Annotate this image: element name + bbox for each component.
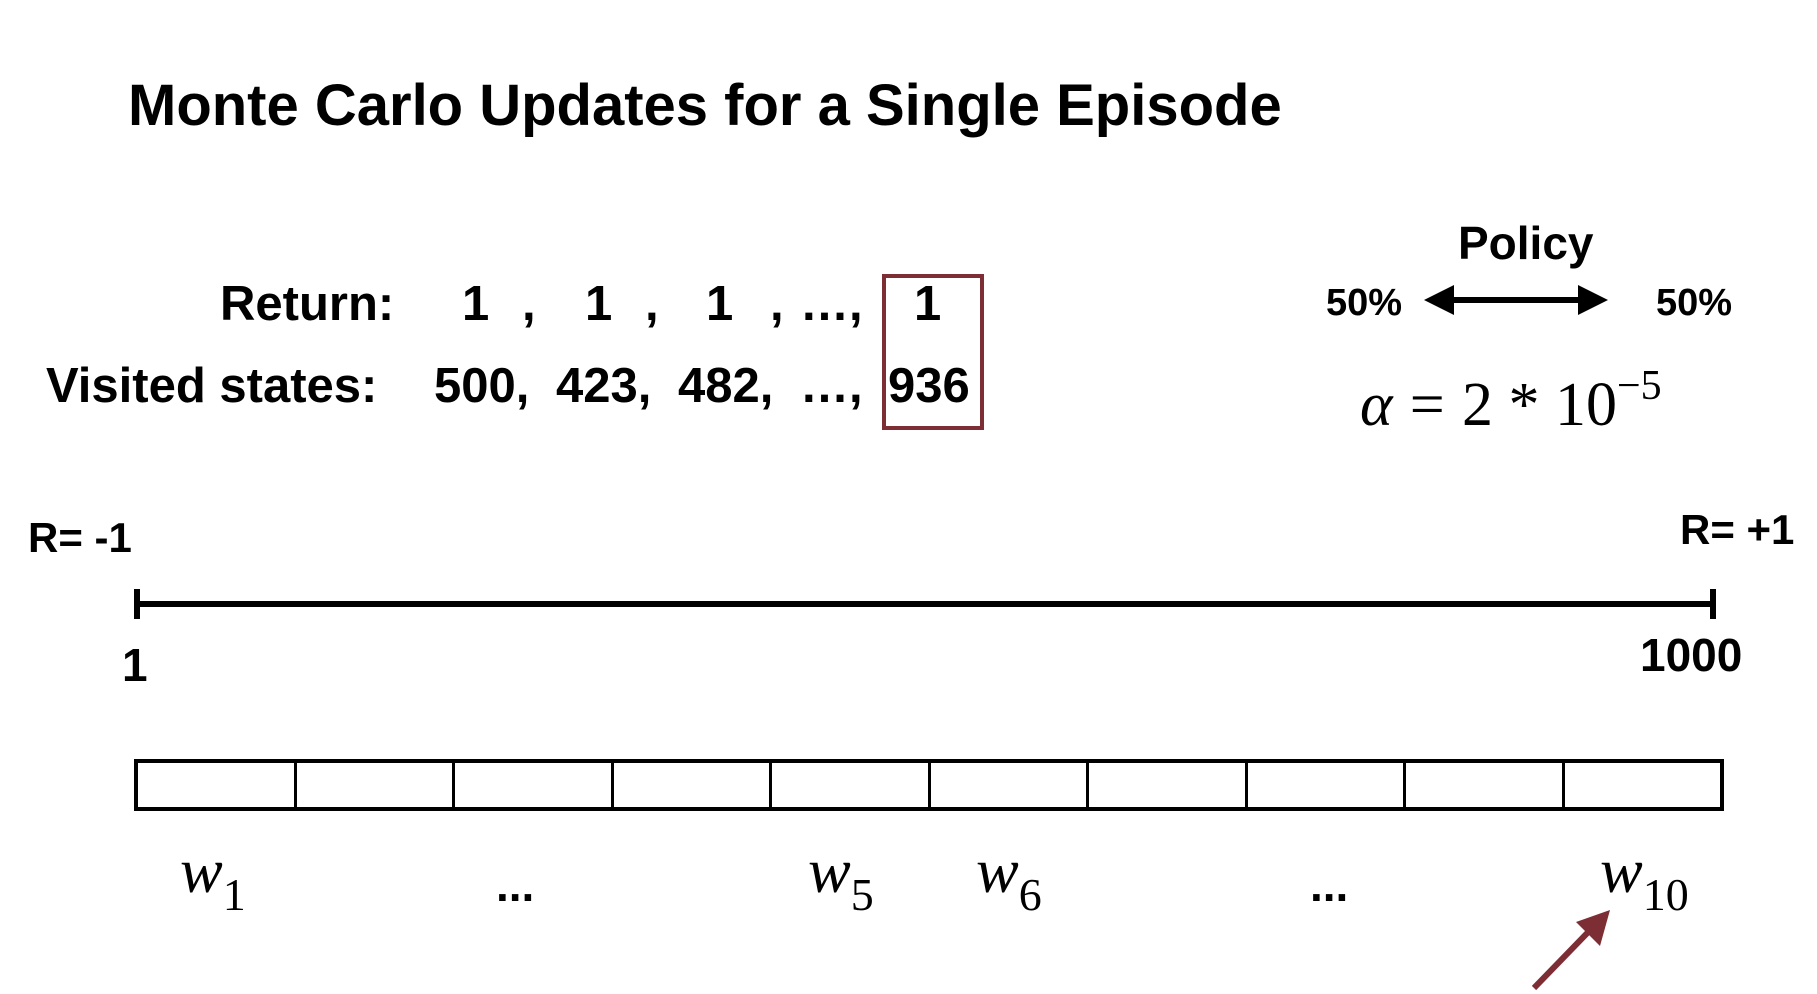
return-comma-3: , — [770, 277, 784, 331]
alpha-equals: = — [1409, 371, 1445, 439]
left-reward-label: R= -1 — [28, 514, 132, 561]
tile-strip — [134, 759, 1724, 811]
tile-6 — [931, 763, 1089, 807]
weight-label-w10: w10 — [1600, 835, 1689, 920]
alpha-value: 2 * 10 — [1461, 371, 1617, 439]
policy-left-prob: 50% — [1326, 282, 1403, 324]
alpha-exponent: −5 — [1616, 363, 1662, 409]
number-line-start: 1 — [122, 639, 148, 691]
return-value-3: 1 — [706, 277, 734, 331]
return-ellipsis: …, — [800, 277, 863, 331]
alpha-symbol: α — [1360, 371, 1393, 439]
tile-10 — [1565, 763, 1721, 807]
double-arrow-icon — [1424, 285, 1608, 315]
tile-2 — [297, 763, 455, 807]
visited-value-2: 423, — [556, 359, 652, 413]
return-value-1: 1 — [462, 277, 490, 331]
tile-1 — [138, 763, 297, 807]
weight-label-w1: w1 — [180, 835, 246, 920]
weight-ellipsis-right: ... — [1310, 859, 1349, 911]
right-reward-label: R= +1 — [1680, 506, 1795, 553]
weight-label-w6: w6 — [976, 835, 1042, 920]
slide-title: Monte Carlo Updates for a Single Episode — [128, 73, 1282, 138]
tile-8 — [1248, 763, 1406, 807]
policy-label: Policy — [1458, 217, 1594, 269]
number-line-end-tick — [1710, 589, 1716, 619]
return-value-2: 1 — [585, 277, 613, 331]
visited-value-1: 500, — [434, 359, 530, 413]
number-line-end: 1000 — [1640, 629, 1743, 681]
tile-5 — [772, 763, 931, 807]
visited-ellipsis: …, — [800, 359, 863, 413]
visited-label: Visited states: — [46, 359, 378, 413]
visited-highlighted: 936 — [888, 359, 970, 413]
number-line — [136, 601, 1716, 607]
return-comma-2: , — [645, 277, 659, 331]
highlight-box — [882, 274, 984, 430]
visited-value-3: 482, — [678, 359, 774, 413]
return-label: Return: — [220, 277, 395, 331]
tile-4 — [614, 763, 772, 807]
tile-7 — [1089, 763, 1248, 807]
weight-ellipsis-left: ... — [496, 859, 535, 911]
policy-right-prob: 50% — [1656, 282, 1733, 324]
weight-label-w5: w5 — [808, 835, 874, 920]
number-line-start-tick — [134, 589, 140, 619]
return-highlighted: 1 — [914, 277, 942, 331]
return-comma-1: , — [522, 277, 536, 331]
tile-9 — [1406, 763, 1565, 807]
alpha-formula: α = 2 * 10−5 — [1360, 362, 1662, 441]
tile-3 — [455, 763, 614, 807]
pointer-arrow-icon — [1531, 910, 1610, 991]
